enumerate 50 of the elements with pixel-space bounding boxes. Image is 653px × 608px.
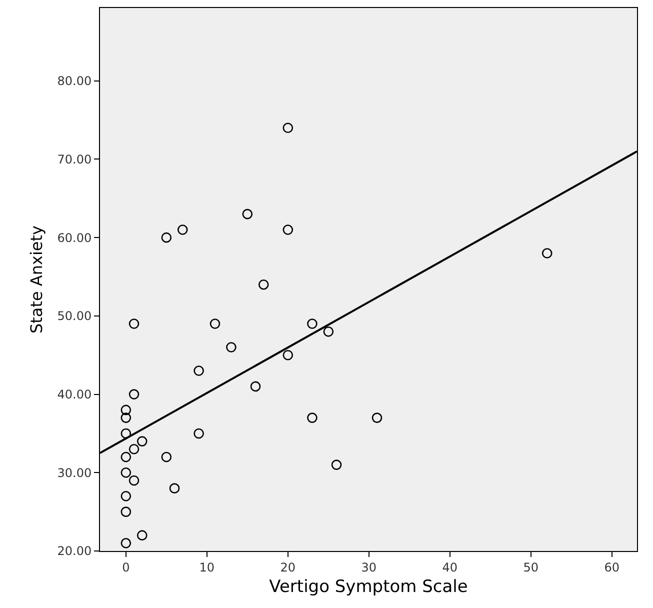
point [210, 318, 220, 329]
point [177, 224, 188, 235]
y-tick-label: 30.00 [57, 466, 92, 480]
point [372, 412, 382, 423]
point [250, 381, 261, 392]
point [161, 232, 172, 243]
point [169, 483, 180, 494]
x-tick-label: 40 [442, 560, 458, 574]
point [120, 491, 132, 502]
point [120, 452, 132, 462]
point [136, 436, 148, 446]
point [282, 350, 294, 360]
point [282, 224, 294, 235]
y-tick-label: 80.00 [57, 74, 92, 88]
point [120, 506, 132, 517]
point [226, 342, 236, 352]
x-tick-label: 60 [604, 560, 620, 574]
x-axis-title: Vertigo Symptom Scale [269, 576, 468, 597]
point [120, 428, 132, 439]
point [194, 428, 204, 439]
point [323, 326, 334, 337]
y-tick-label: 70.00 [57, 152, 92, 166]
point [120, 404, 132, 416]
x-tick-label: 50 [523, 560, 539, 574]
x-tick-label: 0 [122, 560, 130, 574]
x-tick-label: 10 [199, 560, 215, 574]
point [120, 412, 132, 423]
x-tick-label: 30 [361, 560, 377, 574]
point [542, 248, 552, 258]
point [307, 412, 318, 423]
point [194, 366, 204, 376]
y-tick-label: 40.00 [57, 387, 92, 402]
point [307, 318, 318, 329]
point [128, 389, 140, 400]
point [282, 122, 294, 134]
point [128, 475, 140, 486]
point [258, 279, 269, 290]
point [136, 530, 148, 540]
point [120, 538, 132, 548]
point [331, 460, 342, 470]
y-tick-label: 50.00 [57, 309, 92, 324]
x-tick-label: 20 [280, 560, 296, 574]
point [120, 468, 132, 478]
point [242, 208, 253, 220]
point [128, 318, 140, 329]
point [128, 444, 140, 454]
y-tick-label: 60.00 [57, 230, 92, 245]
y-axis-title: State Anxiety [27, 225, 46, 334]
point [161, 452, 172, 462]
y-tick-label: 20.00 [57, 544, 92, 558]
